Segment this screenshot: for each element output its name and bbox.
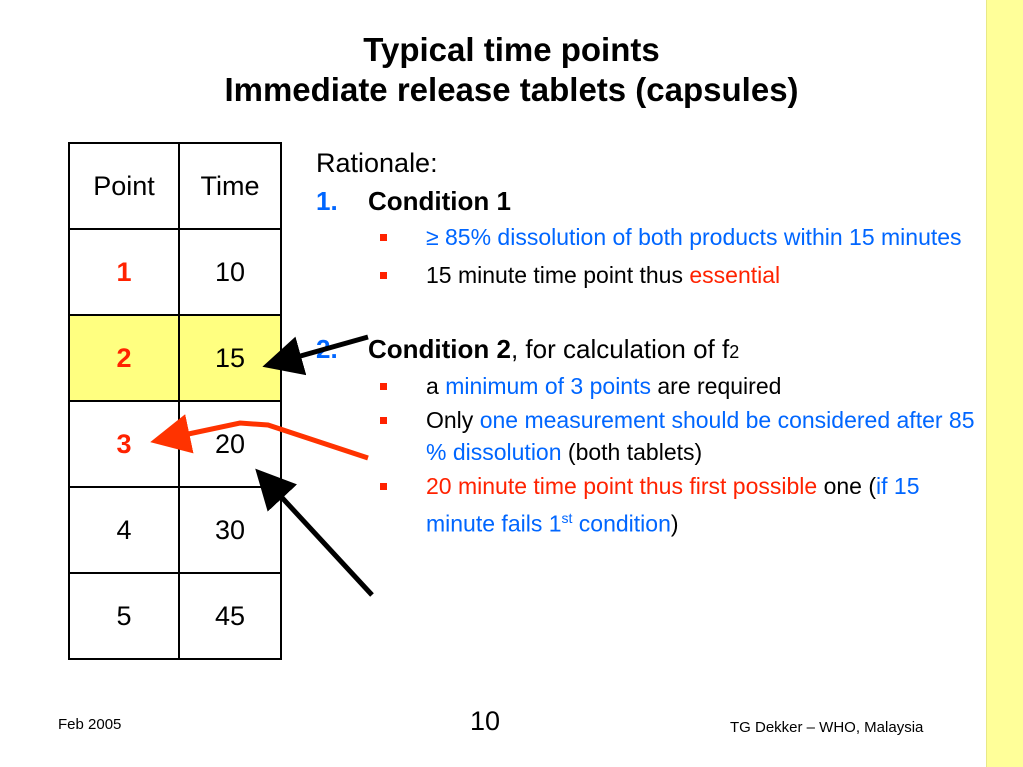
point-cell: 5 (68, 572, 180, 660)
rationale-block: Rationale: 1. Condition 1 ≥ 85% dissolut… (316, 145, 976, 540)
arrow-to-point-3 (150, 414, 369, 461)
point-cell: 1 (68, 228, 180, 316)
condition-2-heading: Condition 2 (368, 334, 511, 364)
list-item: a minimum of 3 points are required (316, 370, 976, 402)
condition-1-bullets: ≥ 85% dissolution of both products withi… (316, 221, 976, 291)
time-cell: 15 (178, 314, 282, 402)
bullet-text-emphasis: minimum of 3 points (445, 373, 651, 399)
bullet-text: are required (651, 373, 782, 399)
condition-2-tail: , for calculation of f (510, 334, 730, 364)
condition-1: 1. Condition 1 (316, 185, 976, 217)
bullet-text: ≥ 85% dissolution of both products withi… (426, 224, 962, 250)
bullet-square-icon (380, 272, 387, 279)
time-cell: 10 (178, 228, 282, 316)
list-item: 20 minute time point thus first possible… (316, 470, 976, 540)
footer-author: TG Dekker – WHO, Malaysia (730, 719, 924, 736)
time-cell: 45 (178, 572, 282, 660)
bullet-superscript: st (561, 510, 573, 526)
bullet-text: ) (670, 510, 679, 537)
bullet-text-emphasis: if 15 minute fails 1 (426, 473, 920, 537)
point-cell: 4 (68, 486, 180, 574)
bullet-text-emphasis: condition (572, 510, 671, 537)
list-item: ≥ 85% dissolution of both products withi… (316, 221, 976, 253)
bullet-square-icon (380, 234, 387, 241)
bullet-text: (both tablets) (561, 439, 703, 465)
list-item: 15 minute time point thus essential (316, 259, 976, 291)
condition-2-subscript: 2 (729, 342, 740, 362)
bullet-text: 15 minute time point thus (426, 262, 690, 288)
point-cell: 2 (68, 314, 180, 402)
footer-date: Feb 2005 (58, 716, 122, 733)
bullet-text-emphasis: 20 minute time point thus first possible (426, 473, 818, 499)
title-line-1: Typical time points (363, 31, 660, 68)
bullet-text: a (426, 373, 446, 399)
list-item: Only one measurement should be considere… (316, 404, 976, 468)
header-time: Time (178, 142, 282, 230)
bullet-text-emphasis: one measurement should be considered aft… (426, 407, 975, 465)
table-row: 4 30 (68, 486, 282, 574)
bullet-square-icon (380, 483, 387, 490)
condition-1-heading: Condition 1 (368, 186, 511, 216)
condition-2: 2. Condition 2, for calculation of f2 (316, 333, 976, 368)
table-header-row: Point Time (68, 142, 282, 230)
condition-2-bullets: a minimum of 3 points are required Only … (316, 370, 976, 540)
table-row-highlighted: 2 15 (68, 314, 282, 402)
rationale-label: Rationale: (316, 148, 438, 178)
side-band (986, 0, 1023, 767)
footer-page-number: 10 (470, 706, 501, 736)
bullet-text-emphasis: essential (689, 262, 781, 288)
table-row: 1 10 (68, 228, 282, 316)
bullet-square-icon (380, 417, 387, 424)
arrow-to-time-20 (255, 468, 374, 597)
bullet-text: one ( (817, 473, 877, 499)
arrow-to-point-2 (262, 334, 369, 376)
bullet-text: Only (426, 407, 480, 433)
slide-title: Typical time points Immediate release ta… (0, 30, 1023, 110)
title-line-2: Immediate release tablets (capsules) (224, 71, 799, 108)
header-point: Point (68, 142, 180, 230)
condition-1-number: 1. (316, 186, 338, 216)
table-row: 5 45 (68, 572, 282, 660)
bullet-square-icon (380, 383, 387, 390)
